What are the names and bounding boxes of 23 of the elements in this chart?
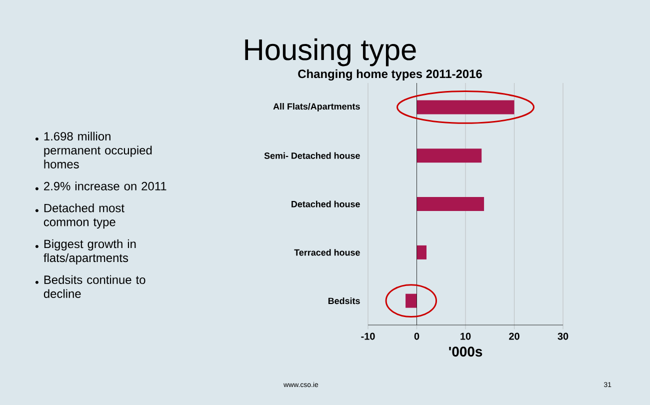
x-tick-label: -10 <box>361 332 375 340</box>
y-tick-label: Semi- Detached house <box>264 152 360 159</box>
text: 1.698 million permanent occupied homes <box>44 132 152 168</box>
bar <box>416 148 482 163</box>
text: Biggest growth in flats/apartments <box>44 239 136 264</box>
bar <box>416 197 484 212</box>
text: 2.9% increase on 2011 <box>44 182 166 190</box>
x-tick-label: 30 <box>558 332 568 340</box>
y-tick-label: Detached house <box>292 200 360 208</box>
text: Detached most common type <box>44 204 124 229</box>
bar <box>406 294 417 308</box>
y-tick-label: Terraced house <box>294 249 360 256</box>
text: Bedsits continue to decline <box>44 275 146 298</box>
x-tick-label: 0 <box>414 332 420 340</box>
bar <box>416 245 427 260</box>
x-tick-label: 20 <box>509 332 520 340</box>
y-tick-label: All Flats/Apartments <box>273 103 360 112</box>
x-axis-title: '000s <box>449 346 482 357</box>
bar <box>416 100 514 114</box>
y-tick-label: Bedsits <box>328 298 360 304</box>
chart-subtitle: Changing home types 2011-2016 <box>298 69 482 81</box>
chart-title: Housing type <box>245 38 416 66</box>
x-tick-label: 10 <box>460 332 471 340</box>
